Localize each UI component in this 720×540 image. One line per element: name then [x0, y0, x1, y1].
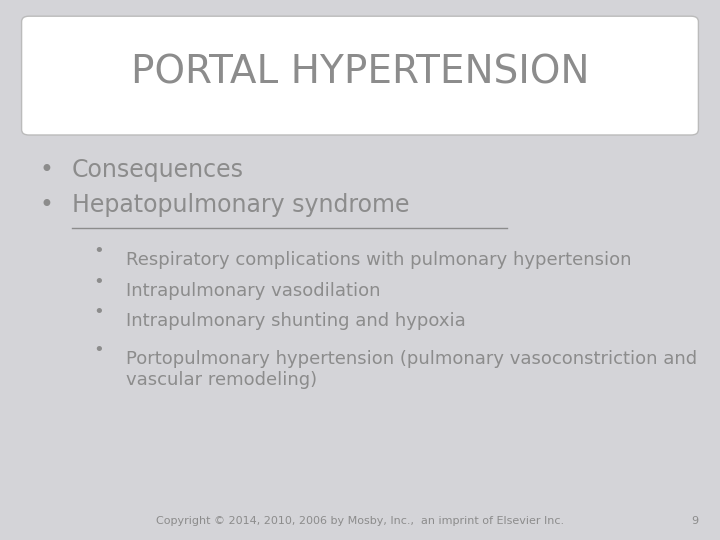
Text: •: • [40, 193, 53, 217]
Text: Intrapulmonary shunting and hypoxia: Intrapulmonary shunting and hypoxia [126, 312, 466, 330]
Text: Intrapulmonary vasodilation: Intrapulmonary vasodilation [126, 282, 380, 300]
Text: Consequences: Consequences [72, 158, 244, 182]
Text: •: • [94, 242, 104, 260]
Text: •: • [94, 273, 104, 291]
Text: PORTAL HYPERTENSION: PORTAL HYPERTENSION [131, 54, 589, 92]
Text: Copyright © 2014, 2010, 2006 by Mosby, Inc.,  an imprint of Elsevier Inc.: Copyright © 2014, 2010, 2006 by Mosby, I… [156, 516, 564, 526]
Text: •: • [94, 303, 104, 321]
Text: •: • [94, 341, 104, 359]
Text: 9: 9 [691, 516, 698, 526]
Text: •: • [40, 158, 53, 182]
Text: Hepatopulmonary syndrome: Hepatopulmonary syndrome [72, 193, 410, 217]
Text: Respiratory complications with pulmonary hypertension: Respiratory complications with pulmonary… [126, 251, 631, 269]
Text: Portopulmonary hypertension (pulmonary vasoconstriction and
vascular remodeling): Portopulmonary hypertension (pulmonary v… [126, 350, 697, 389]
FancyBboxPatch shape [22, 16, 698, 135]
